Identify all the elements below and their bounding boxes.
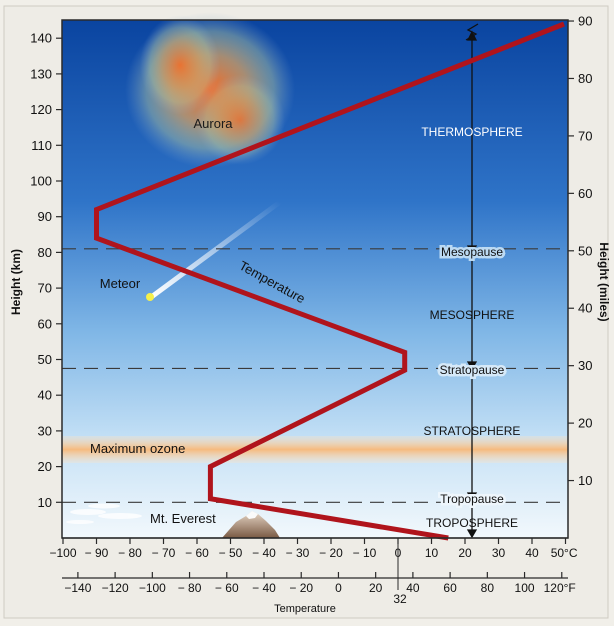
stratopause-label: Stratopause <box>440 363 505 377</box>
left-tick-label: 60 <box>38 316 52 331</box>
left-axis-label: Height (km) <box>9 249 23 315</box>
celsius-tick-label: − 20 <box>319 546 343 560</box>
celsius-tick-label: 20 <box>458 546 472 560</box>
right-tick-label: 20 <box>578 416 592 431</box>
fahrenheit-axis-ticks: −140 −120 −100 − 80 − 60 − 40 − 20 0 20 40 60 80 100… <box>64 572 576 595</box>
right-tick-label: 40 <box>578 301 592 316</box>
fahrenheit-tick-label: − 20 <box>289 581 313 595</box>
temperature-curve <box>94 21 565 541</box>
meteor <box>146 199 283 301</box>
celsius-tick-label: − 40 <box>252 546 276 560</box>
left-tick-label: 50 <box>38 352 52 367</box>
celsius-tick-label: − 10 <box>353 546 377 560</box>
celsius-tick-label: 10 <box>425 546 439 560</box>
right-axis-ticks: 10 20 30 40 50 60 70 80 90 <box>568 14 592 488</box>
right-tick-label: 80 <box>578 71 592 86</box>
maximum-ozone-label: Maximum ozone <box>90 441 185 456</box>
ozone-band <box>62 436 568 463</box>
layer-arrows <box>465 23 479 539</box>
fahrenheit-32-label: 32 <box>393 592 407 606</box>
fahrenheit-tick-label: − 40 <box>252 581 276 595</box>
celsius-tick-label: − 80 <box>118 546 142 560</box>
meteor-label: Meteor <box>100 276 141 291</box>
fahrenheit-tick-label: 80 <box>481 581 495 595</box>
celsius-tick-label: 40 <box>525 546 539 560</box>
everest-mountain <box>222 511 280 538</box>
left-tick-label: 70 <box>38 281 52 296</box>
left-tick-label: 140 <box>30 31 52 46</box>
fahrenheit-tick-label: 100 <box>515 581 535 595</box>
mesopause-label: Mesopause <box>441 245 503 259</box>
celsius-tick-label: − 70 <box>152 546 176 560</box>
clouds <box>66 503 142 524</box>
meteor-head <box>146 293 154 301</box>
celsius-tick-label: −100 <box>49 546 76 560</box>
celsius-tick-label: 50°C <box>551 546 578 560</box>
celsius-tick-label: − 60 <box>185 546 209 560</box>
right-tick-label: 10 <box>578 473 592 488</box>
fahrenheit-tick-label: 120°F <box>544 581 576 595</box>
right-tick-label: 30 <box>578 358 592 373</box>
aurora-glow <box>125 12 295 168</box>
left-tick-label: 120 <box>30 102 52 117</box>
fahrenheit-tick-label: − 80 <box>178 581 202 595</box>
left-tick-label: 30 <box>38 423 52 438</box>
left-tick-label: 40 <box>38 388 52 403</box>
fahrenheit-tick-label: −120 <box>102 581 129 595</box>
celsius-tick-label: 30 <box>492 546 506 560</box>
troposphere-label: TROPOSPHERE <box>426 516 518 530</box>
mesosphere-label: MESOSPHERE <box>430 308 515 322</box>
fahrenheit-tick-label: 40 <box>406 581 420 595</box>
stratosphere-label: STRATOSPHERE <box>424 424 521 438</box>
fahrenheit-tick-label: 60 <box>443 581 457 595</box>
celsius-tick-label: − 90 <box>85 546 109 560</box>
fahrenheit-tick-label: 0 <box>335 581 342 595</box>
fahrenheit-tick-label: −140 <box>64 581 91 595</box>
left-tick-label: 110 <box>31 138 52 153</box>
right-axis-label: Height (miles) <box>597 242 611 321</box>
left-tick-label: 80 <box>38 245 52 260</box>
right-tick-label: 70 <box>578 128 592 143</box>
celsius-tick-label: − 30 <box>286 546 310 560</box>
aurora-label: Aurora <box>193 116 233 131</box>
left-axis-ticks: 10 20 30 40 50 60 70 80 90 100 110 120 130 140 <box>30 31 62 510</box>
left-tick-label: 20 <box>38 459 52 474</box>
tropopause-label: Tropopause <box>440 492 504 506</box>
fahrenheit-tick-label: −100 <box>139 581 166 595</box>
x-axis-label: Temperature <box>274 603 336 615</box>
left-tick-label: 100 <box>30 174 52 189</box>
everest-label: Mt. Everest <box>150 511 216 526</box>
thermosphere-label: THERMOSPHERE <box>421 125 522 139</box>
left-tick-label: 10 <box>38 495 52 510</box>
right-tick-label: 90 <box>578 14 592 29</box>
right-tick-label: 50 <box>578 243 592 258</box>
fahrenheit-tick-label: 20 <box>369 581 383 595</box>
right-tick-label: 60 <box>578 186 592 201</box>
fahrenheit-tick-label: − 60 <box>215 581 239 595</box>
celsius-tick-label: − 50 <box>219 546 243 560</box>
left-tick-label: 90 <box>38 209 52 224</box>
left-tick-label: 130 <box>30 66 52 81</box>
